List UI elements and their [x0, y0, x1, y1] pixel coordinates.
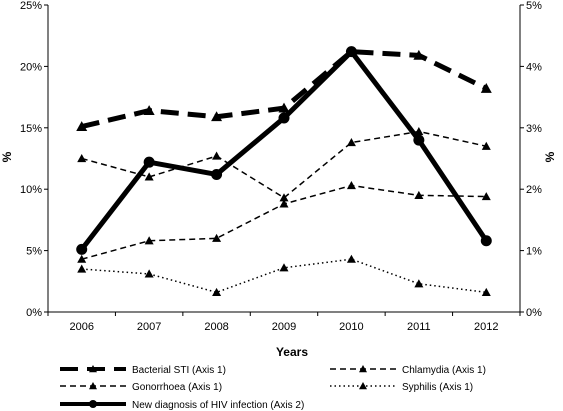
y-tick-label-left: 15%	[20, 123, 42, 135]
data-point	[212, 287, 222, 296]
legend-marker	[359, 365, 367, 373]
x-axis-label: Years	[276, 345, 308, 359]
series-0	[76, 46, 492, 131]
data-point	[77, 154, 87, 163]
legend-marker	[89, 382, 97, 390]
data-point	[144, 269, 154, 278]
series-layer	[76, 46, 492, 296]
series-line-4	[79, 49, 489, 251]
y-axis-label-right: %	[543, 151, 557, 162]
data-point	[345, 46, 357, 58]
data-point	[211, 168, 223, 180]
data-point	[212, 233, 222, 242]
y-tick-label-left: 20%	[20, 61, 42, 73]
data-point	[143, 156, 155, 168]
x-tick-label: 2006	[69, 321, 93, 333]
data-point	[346, 181, 356, 190]
legend-label: New diagnosis of HIV infection (Axis 2)	[132, 400, 304, 411]
data-point	[346, 138, 356, 147]
data-point	[143, 105, 155, 116]
legend-item-0: Bacterial STI (Axis 1)	[60, 365, 226, 376]
legend-item-4: New diagnosis of HIV infection (Axis 2)	[60, 400, 304, 411]
data-point	[279, 263, 289, 272]
legend-marker	[89, 400, 97, 408]
data-point	[279, 193, 289, 202]
series-1	[77, 181, 491, 263]
data-point	[481, 287, 491, 296]
legend-marker	[89, 365, 97, 373]
y-tick-label-right: 3%	[526, 123, 542, 135]
data-point	[76, 243, 88, 255]
y-tick-label-right: 4%	[526, 61, 542, 73]
x-tick-label: 2010	[339, 321, 363, 333]
y-tick-label-right: 5%	[526, 0, 542, 12]
legend-label: Bacterial STI (Axis 1)	[132, 365, 226, 376]
data-point	[414, 279, 424, 288]
legend-item-2: Gonorrhoea (Axis 1)	[60, 382, 222, 393]
axes: 0% 5% 10% 15% 20% 25% 0% 1% 2% 3% 4% 5% 2006 2007 2008…	[20, 0, 542, 333]
x-tick-label: 2009	[272, 321, 296, 333]
data-point	[481, 192, 491, 201]
data-point	[480, 235, 492, 247]
legend-label: Syphilis (Axis 1)	[402, 382, 473, 393]
legend-item-1: Chlamydia (Axis 1)	[330, 365, 486, 376]
data-point	[77, 254, 87, 263]
data-point	[346, 254, 356, 263]
series-line-2	[81, 130, 487, 199]
y-axis-label-left: %	[0, 151, 14, 162]
y-tick-label-left: 10%	[20, 184, 42, 196]
x-tick-label: 2008	[204, 321, 228, 333]
data-point	[414, 190, 424, 199]
data-point	[144, 172, 154, 181]
x-tick-label: 2011	[407, 321, 431, 333]
legend-marker	[359, 382, 367, 390]
data-point	[413, 49, 425, 60]
series-2	[77, 126, 491, 202]
series-4	[76, 46, 492, 255]
x-tick-label: 2007	[137, 321, 161, 333]
data-point	[480, 83, 492, 93]
y-tick-label-right: 0%	[526, 307, 542, 319]
data-point	[212, 151, 222, 160]
legend: Bacterial STI (Axis 1) Chlamydia (Axis 1)…	[60, 365, 486, 411]
data-point	[278, 112, 290, 124]
data-point	[77, 264, 87, 273]
y-tick-label-right: 1%	[526, 246, 542, 258]
data-point	[144, 236, 154, 245]
series-3	[77, 254, 491, 296]
data-point	[413, 134, 425, 146]
data-point	[76, 121, 88, 131]
data-point	[211, 111, 223, 122]
legend-label: Chlamydia (Axis 1)	[402, 365, 486, 376]
y-tick-label-left: 25%	[20, 0, 42, 12]
x-tick-label: 2012	[474, 321, 498, 333]
data-point	[279, 199, 289, 208]
legend-item-3: Syphilis (Axis 1)	[330, 382, 473, 393]
legend-label: Gonorrhoea (Axis 1)	[132, 382, 222, 393]
y-tick-label-left: 5%	[26, 246, 42, 258]
data-point	[278, 102, 290, 113]
data-point	[481, 141, 491, 150]
y-tick-label-right: 2%	[526, 184, 542, 196]
y-tick-label-left: 0%	[26, 307, 42, 319]
